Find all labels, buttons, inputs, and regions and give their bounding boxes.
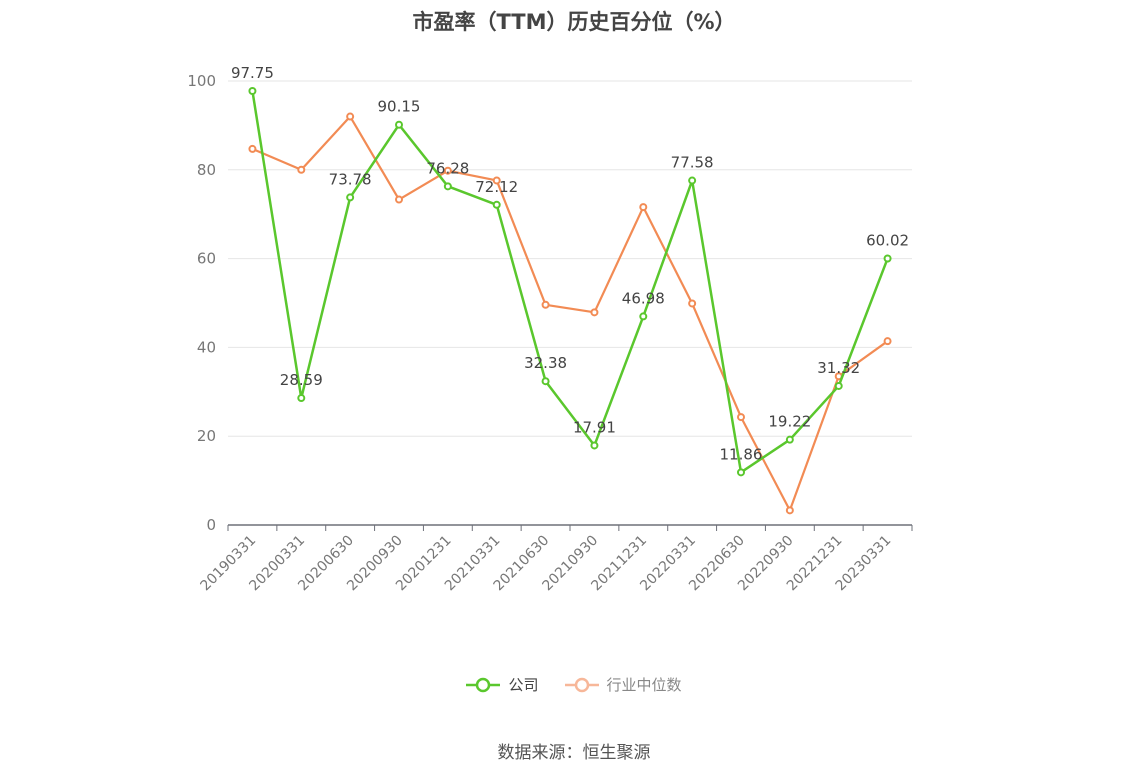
- y-tick-label: 100: [187, 72, 216, 90]
- data-point-industry-median: [737, 413, 745, 422]
- y-tick-label: 20: [197, 427, 216, 445]
- data-point-industry-median: [541, 300, 550, 309]
- legend-line-icon: [564, 677, 599, 692]
- data-point-company: [297, 394, 306, 403]
- data-point-company: [785, 435, 794, 444]
- legend-label-industry-median: 行业中位数: [606, 676, 682, 694]
- data-point-industry-median: [785, 506, 794, 515]
- data-label: 32.38: [524, 354, 567, 372]
- data-point-industry-median: [688, 299, 697, 308]
- data-point-company: [737, 468, 745, 477]
- data-point-company: [590, 441, 599, 450]
- chart-title: 市盈率（TTM）历史百分位（%）: [412, 10, 736, 34]
- data-point-company: [639, 312, 648, 321]
- data-label: 73.78: [329, 170, 372, 188]
- data-point-industry-median: [346, 112, 355, 121]
- data-label: 76.28: [426, 159, 469, 177]
- y-tick-label: 60: [197, 250, 216, 268]
- data-point-industry-median: [248, 144, 257, 153]
- data-label: 97.75: [231, 64, 274, 82]
- data-point-company: [492, 200, 501, 209]
- legend-line-icon: [466, 677, 501, 692]
- data-point-company: [883, 254, 892, 263]
- data-label: 72.12: [475, 178, 518, 196]
- legend: 公司 行业中位数: [0, 674, 1148, 695]
- data-point-company: [541, 377, 550, 386]
- data-label: 31.32: [817, 359, 860, 377]
- data-point-company: [248, 86, 257, 95]
- data-point-industry-median: [883, 337, 892, 346]
- y-tick-label: 40: [197, 338, 216, 356]
- data-point-industry-median: [443, 166, 452, 175]
- data-point-industry-median: [297, 165, 306, 174]
- data-point-company: [346, 193, 355, 202]
- data-point-company: [443, 182, 452, 191]
- series-line-industry-median: [251, 115, 889, 512]
- data-label: 46.98: [622, 289, 665, 307]
- data-label: 19.22: [768, 413, 811, 431]
- data-label: 28.59: [280, 371, 323, 389]
- data-point-company: [688, 176, 697, 185]
- y-tick-label: 0: [206, 516, 216, 534]
- data-label: 17.91: [573, 418, 616, 436]
- legend-item-company[interactable]: 公司: [466, 674, 539, 695]
- series-line-company: [251, 90, 889, 474]
- data-label: 90.15: [378, 98, 421, 116]
- legend-label-company: 公司: [508, 676, 539, 694]
- data-source: 数据来源：恒生聚源: [497, 743, 651, 763]
- legend-item-industry-median[interactable]: 行业中位数: [564, 674, 682, 695]
- data-point-industry-median: [395, 195, 403, 204]
- data-point-industry-median: [492, 176, 501, 185]
- data-point-company: [834, 381, 843, 390]
- data-label: 11.86: [720, 445, 763, 463]
- data-point-industry-median: [590, 308, 599, 317]
- y-tick-label: 80: [197, 161, 216, 179]
- data-label: 60.02: [866, 232, 909, 250]
- data-point-industry-median: [639, 203, 648, 212]
- data-label: 77.58: [671, 154, 714, 172]
- data-point-company: [395, 120, 403, 129]
